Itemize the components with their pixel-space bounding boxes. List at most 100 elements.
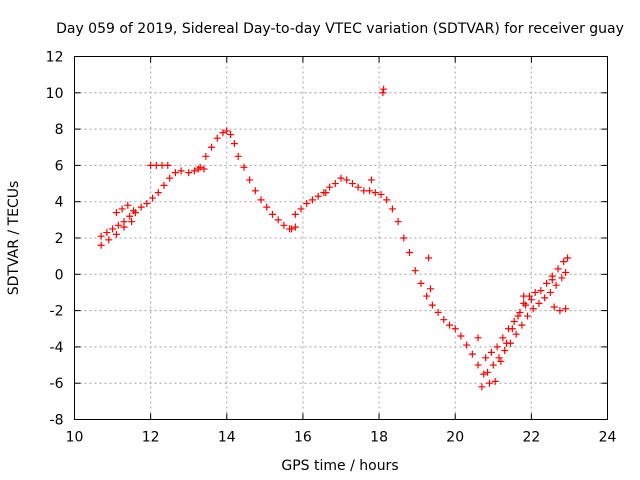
y-tick-label: 0 — [55, 267, 64, 283]
data-point — [103, 229, 111, 237]
data-point — [337, 174, 345, 182]
data-point — [268, 210, 276, 218]
data-point — [548, 276, 556, 284]
data-point — [546, 288, 554, 296]
data-point — [514, 312, 522, 320]
data-point — [124, 201, 132, 209]
data-point — [297, 205, 305, 213]
data-point — [406, 249, 414, 257]
data-point — [137, 203, 145, 211]
data-points-layer — [97, 85, 572, 391]
x-tick-label: 20 — [446, 430, 464, 446]
data-point — [468, 350, 476, 358]
x-tick-label: 14 — [218, 430, 236, 446]
data-point — [190, 167, 198, 175]
data-point — [446, 321, 454, 329]
data-point — [308, 196, 316, 204]
data-point — [522, 301, 530, 309]
data-point — [463, 341, 471, 349]
data-point — [474, 334, 482, 342]
x-tick-label: 10 — [66, 430, 84, 446]
data-point — [524, 312, 532, 320]
data-point — [487, 348, 495, 356]
x-axis-label: GPS time / hours — [281, 458, 398, 474]
data-point — [348, 180, 356, 188]
y-tick-label: -6 — [50, 376, 64, 392]
series-main — [97, 127, 572, 387]
x-tick-label: 18 — [370, 430, 388, 446]
data-point — [527, 296, 535, 304]
y-tick-label: 8 — [55, 122, 64, 138]
series-lower-branch — [97, 218, 570, 376]
data-point — [326, 183, 334, 191]
data-point — [246, 176, 254, 184]
data-point — [489, 361, 497, 369]
data-point — [97, 232, 105, 240]
data-point — [105, 236, 113, 244]
data-point — [240, 163, 248, 171]
data-point — [366, 187, 374, 195]
data-point — [495, 354, 503, 362]
chart-title: Day 059 of 2019, Sidereal Day-to-day VTE… — [56, 21, 624, 37]
data-point — [531, 288, 539, 296]
x-tick-label: 16 — [294, 430, 312, 446]
data-point — [493, 343, 501, 351]
data-point — [499, 334, 507, 342]
data-point — [474, 361, 482, 369]
data-point — [367, 176, 375, 184]
data-point — [564, 254, 572, 262]
y-tick-label: 4 — [55, 195, 64, 211]
data-point — [516, 308, 524, 316]
data-point — [541, 294, 549, 302]
data-point — [263, 203, 271, 211]
data-point — [303, 200, 311, 208]
grid-layer — [74, 56, 608, 420]
data-point — [343, 176, 351, 184]
data-point — [118, 205, 126, 213]
data-point — [457, 332, 465, 340]
data-point — [482, 354, 490, 362]
data-point — [535, 299, 543, 307]
data-point — [505, 325, 513, 333]
data-point — [520, 292, 528, 300]
series-upper-branch — [112, 161, 570, 362]
data-point — [506, 339, 514, 347]
data-point — [550, 303, 558, 311]
data-point — [529, 305, 537, 313]
data-point — [426, 285, 434, 293]
y-axis-label: SDTVAR / TECUs — [6, 181, 22, 296]
data-point — [291, 210, 299, 218]
data-point — [552, 281, 560, 289]
data-point — [322, 189, 330, 197]
y-tick-label: 6 — [55, 158, 64, 174]
data-point — [485, 379, 493, 387]
data-point — [251, 187, 259, 195]
y-tick-label: -4 — [50, 340, 64, 356]
data-point — [562, 305, 570, 313]
data-point — [428, 301, 436, 309]
y-tick-label: -8 — [50, 413, 64, 429]
data-point — [425, 254, 433, 262]
series-outliers — [288, 85, 556, 391]
data-point — [354, 183, 362, 191]
data-point — [230, 140, 238, 148]
x-tick-label: 12 — [142, 430, 160, 446]
data-point — [314, 192, 322, 200]
data-point — [512, 330, 520, 338]
data-point — [400, 234, 408, 242]
data-point — [166, 174, 174, 182]
data-point — [562, 268, 570, 276]
data-point — [537, 287, 545, 295]
data-point — [560, 258, 568, 266]
data-point — [383, 196, 391, 204]
data-point — [234, 152, 242, 160]
data-point — [200, 165, 208, 173]
data-point — [126, 212, 134, 220]
data-point — [371, 189, 379, 197]
data-point — [491, 377, 499, 385]
data-point — [274, 216, 282, 224]
data-point — [149, 194, 157, 202]
data-point — [219, 129, 227, 137]
